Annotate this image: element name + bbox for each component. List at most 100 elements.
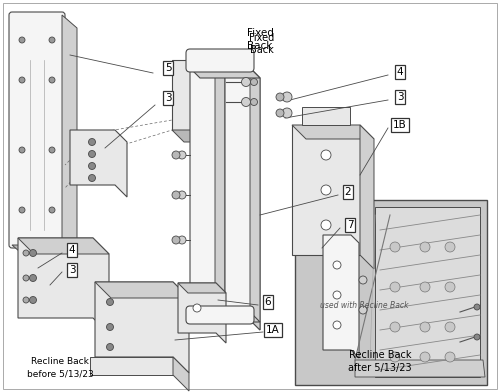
Polygon shape — [292, 125, 374, 139]
Polygon shape — [360, 125, 374, 269]
Circle shape — [445, 352, 455, 362]
Text: Fixed: Fixed — [246, 28, 274, 38]
Polygon shape — [250, 68, 260, 330]
Circle shape — [420, 242, 430, 252]
Circle shape — [88, 174, 96, 181]
Polygon shape — [172, 60, 214, 130]
Polygon shape — [173, 357, 189, 391]
Circle shape — [390, 322, 400, 332]
Text: before 5/13/23: before 5/13/23 — [26, 370, 94, 379]
Circle shape — [420, 282, 430, 292]
Circle shape — [23, 275, 29, 281]
Polygon shape — [95, 282, 189, 298]
Circle shape — [30, 249, 36, 256]
Circle shape — [321, 150, 331, 160]
Polygon shape — [70, 130, 127, 197]
Text: 3: 3 — [68, 265, 75, 275]
Circle shape — [23, 297, 29, 303]
Circle shape — [390, 352, 400, 362]
Text: Fixed: Fixed — [250, 33, 274, 43]
Circle shape — [390, 242, 400, 252]
Polygon shape — [292, 125, 360, 255]
FancyBboxPatch shape — [9, 12, 65, 248]
Circle shape — [172, 236, 180, 244]
Circle shape — [49, 77, 55, 83]
Circle shape — [88, 151, 96, 158]
Polygon shape — [172, 130, 226, 142]
Circle shape — [242, 78, 250, 87]
Polygon shape — [90, 357, 173, 375]
Circle shape — [420, 352, 430, 362]
Circle shape — [178, 191, 186, 199]
Polygon shape — [190, 312, 260, 322]
Circle shape — [30, 296, 36, 303]
Text: 1A: 1A — [266, 325, 280, 335]
Circle shape — [19, 37, 25, 43]
Text: 7: 7 — [346, 220, 354, 230]
Circle shape — [474, 334, 480, 340]
Polygon shape — [375, 207, 480, 377]
Circle shape — [359, 306, 367, 314]
Polygon shape — [323, 235, 359, 358]
Polygon shape — [12, 15, 62, 245]
Polygon shape — [225, 68, 260, 330]
FancyBboxPatch shape — [186, 306, 254, 324]
Bar — [295, 200, 487, 385]
Circle shape — [445, 242, 455, 252]
Circle shape — [88, 163, 96, 169]
Polygon shape — [12, 245, 77, 258]
Polygon shape — [178, 283, 226, 293]
Polygon shape — [95, 282, 189, 373]
Circle shape — [250, 98, 258, 105]
Circle shape — [420, 322, 430, 332]
Circle shape — [276, 93, 284, 101]
Polygon shape — [190, 68, 225, 330]
Circle shape — [333, 321, 341, 329]
Text: 4: 4 — [396, 67, 404, 77]
Circle shape — [242, 98, 250, 107]
Circle shape — [106, 298, 114, 305]
Circle shape — [178, 236, 186, 244]
Polygon shape — [355, 360, 485, 377]
Polygon shape — [62, 15, 77, 258]
Text: used with Recline Back: used with Recline Back — [320, 301, 408, 310]
FancyBboxPatch shape — [186, 49, 254, 72]
Circle shape — [321, 185, 331, 195]
Circle shape — [276, 109, 284, 117]
Circle shape — [282, 92, 292, 102]
Text: 6: 6 — [264, 297, 272, 307]
Circle shape — [445, 282, 455, 292]
Circle shape — [250, 78, 258, 85]
Polygon shape — [302, 107, 350, 125]
Polygon shape — [190, 68, 260, 78]
Text: after 5/13/23: after 5/13/23 — [348, 363, 412, 373]
Circle shape — [445, 322, 455, 332]
Circle shape — [88, 138, 96, 145]
Circle shape — [474, 304, 480, 310]
Circle shape — [178, 151, 186, 159]
Text: 2: 2 — [344, 187, 352, 197]
Text: Recline Back: Recline Back — [31, 358, 89, 367]
Circle shape — [49, 207, 55, 213]
Circle shape — [30, 274, 36, 281]
Circle shape — [49, 147, 55, 153]
Circle shape — [282, 108, 292, 118]
Circle shape — [106, 323, 114, 330]
Text: Back: Back — [248, 41, 272, 51]
Circle shape — [23, 250, 29, 256]
Circle shape — [19, 147, 25, 153]
Circle shape — [19, 207, 25, 213]
Text: 4: 4 — [68, 245, 75, 255]
Circle shape — [359, 276, 367, 284]
Text: 3: 3 — [396, 92, 404, 102]
Circle shape — [390, 282, 400, 292]
Text: 5: 5 — [164, 63, 172, 73]
Circle shape — [333, 261, 341, 269]
Polygon shape — [215, 68, 225, 330]
Circle shape — [193, 304, 201, 312]
Circle shape — [106, 343, 114, 350]
Circle shape — [49, 37, 55, 43]
Polygon shape — [214, 60, 226, 142]
Circle shape — [321, 220, 331, 230]
Polygon shape — [178, 283, 226, 343]
